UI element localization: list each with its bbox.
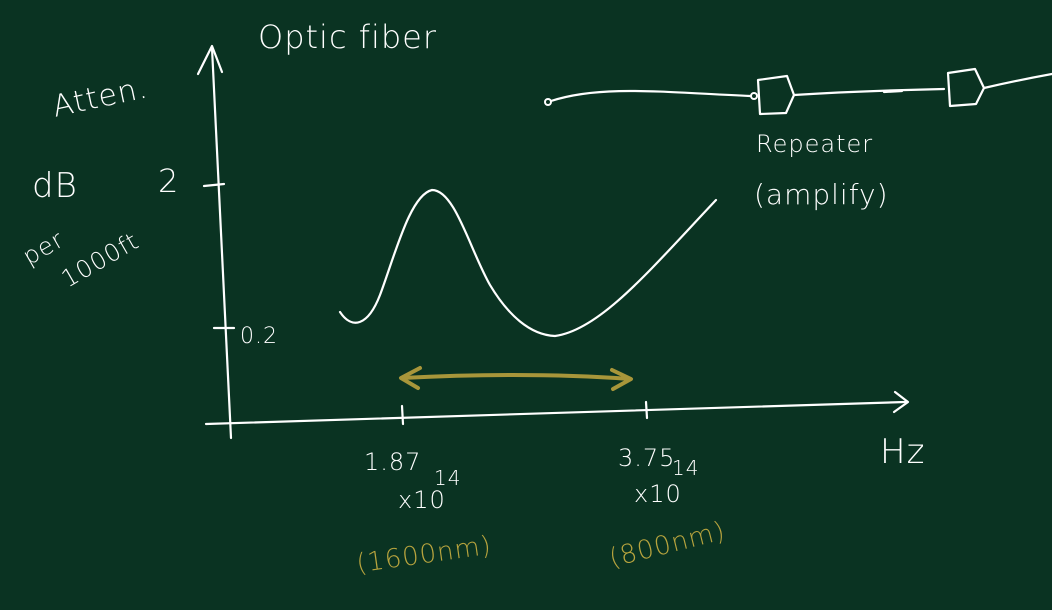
x-tick-1 [400, 404, 405, 426]
window-arrow-left-head [399, 366, 422, 390]
fiber-segment-3 [982, 72, 1052, 90]
fiber-segment-2 [792, 87, 946, 97]
fiber-start-node [544, 98, 552, 106]
repeater-2-box [946, 67, 986, 108]
x-tick-2-exponent: 14 [672, 456, 700, 480]
fiber-gap-mark [882, 89, 904, 94]
y-tick-label-low: 0.2 [240, 324, 278, 349]
x-axis-unit: Hz [880, 432, 926, 472]
y-tick-label-high: 2 [158, 162, 180, 200]
x-tick-2 [644, 400, 649, 420]
x-axis-arrowhead [892, 390, 910, 414]
x-axis-line [204, 400, 907, 426]
fiber-segment-1 [549, 89, 752, 103]
x-tick-1-value: 1.87 [364, 448, 422, 476]
x-tick-1-exp-base: x10 [398, 486, 446, 514]
window-arrow-right-head [610, 368, 633, 391]
x-tick-2-exp-base: x10 [634, 480, 682, 508]
repeater-1-node [750, 92, 758, 100]
x-tick-2-value: 3.75 [618, 444, 676, 472]
x-tick-1-exponent: 14 [434, 466, 462, 490]
y-axis-line [210, 46, 233, 440]
window-arrow-line [400, 373, 632, 381]
repeater-note: (amplify) [754, 178, 889, 211]
y-tick-high [202, 182, 226, 188]
repeater-label: Repeater [756, 130, 874, 158]
attenuation-curve [338, 188, 718, 338]
y-axis-unit-db: dB [32, 166, 78, 206]
diagram-title: Optic fiber [258, 18, 438, 56]
repeater-1-box [756, 74, 796, 116]
y-axis-arrowhead [196, 44, 224, 76]
